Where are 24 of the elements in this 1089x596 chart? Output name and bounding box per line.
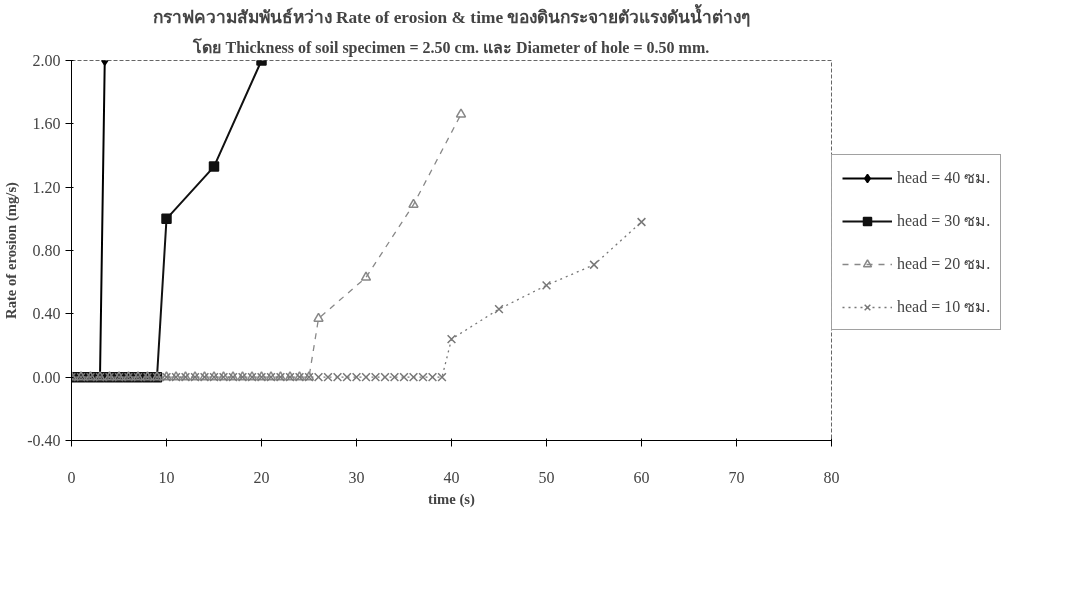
y-tick-label: 0.40 xyxy=(32,305,61,323)
legend-label: head = 20 ซม. xyxy=(897,254,991,274)
legend-label: head = 30 ซม. xyxy=(897,211,991,231)
y-tick-label: 0.00 xyxy=(32,368,61,386)
chart-subtitle: โดย Thickness of soil specimen = 2.50 cm. และ Diameter of hole = 0.50 mm. xyxy=(192,36,710,57)
y-tick-label: 1.60 xyxy=(32,115,61,133)
x-axis-title: time (s) xyxy=(428,490,476,508)
x-tick-label: 40 xyxy=(443,468,460,486)
x-tick-label: 0 xyxy=(67,468,76,486)
y-tick-label: 1.20 xyxy=(32,178,61,196)
legend-label: head = 40 ซม. xyxy=(897,168,991,188)
y-tick-label: 0.80 xyxy=(32,242,61,259)
y-axis-title: Rate of erosion (mg/s) xyxy=(3,181,21,319)
x-tick-label: 80 xyxy=(823,468,840,486)
legend-label: head = 10 ซม. xyxy=(897,297,991,317)
x-tick-label: 20 xyxy=(253,468,270,486)
x-tick-label: 60 xyxy=(633,468,650,486)
chart-title: กราฟความสัมพันธ์หว่าง Rate of erosion & time ของดินกระจายตัวแรงดันน้ำต่างๆ xyxy=(152,3,751,27)
x-tick-label: 50 xyxy=(538,468,555,486)
y-tick-label: -0.40 xyxy=(27,432,61,449)
x-tick-label: 10 xyxy=(158,468,175,486)
x-tick-label: 30 xyxy=(348,468,365,486)
y-tick-label: 2.00 xyxy=(32,52,61,69)
x-tick-label: 70 xyxy=(728,468,745,486)
